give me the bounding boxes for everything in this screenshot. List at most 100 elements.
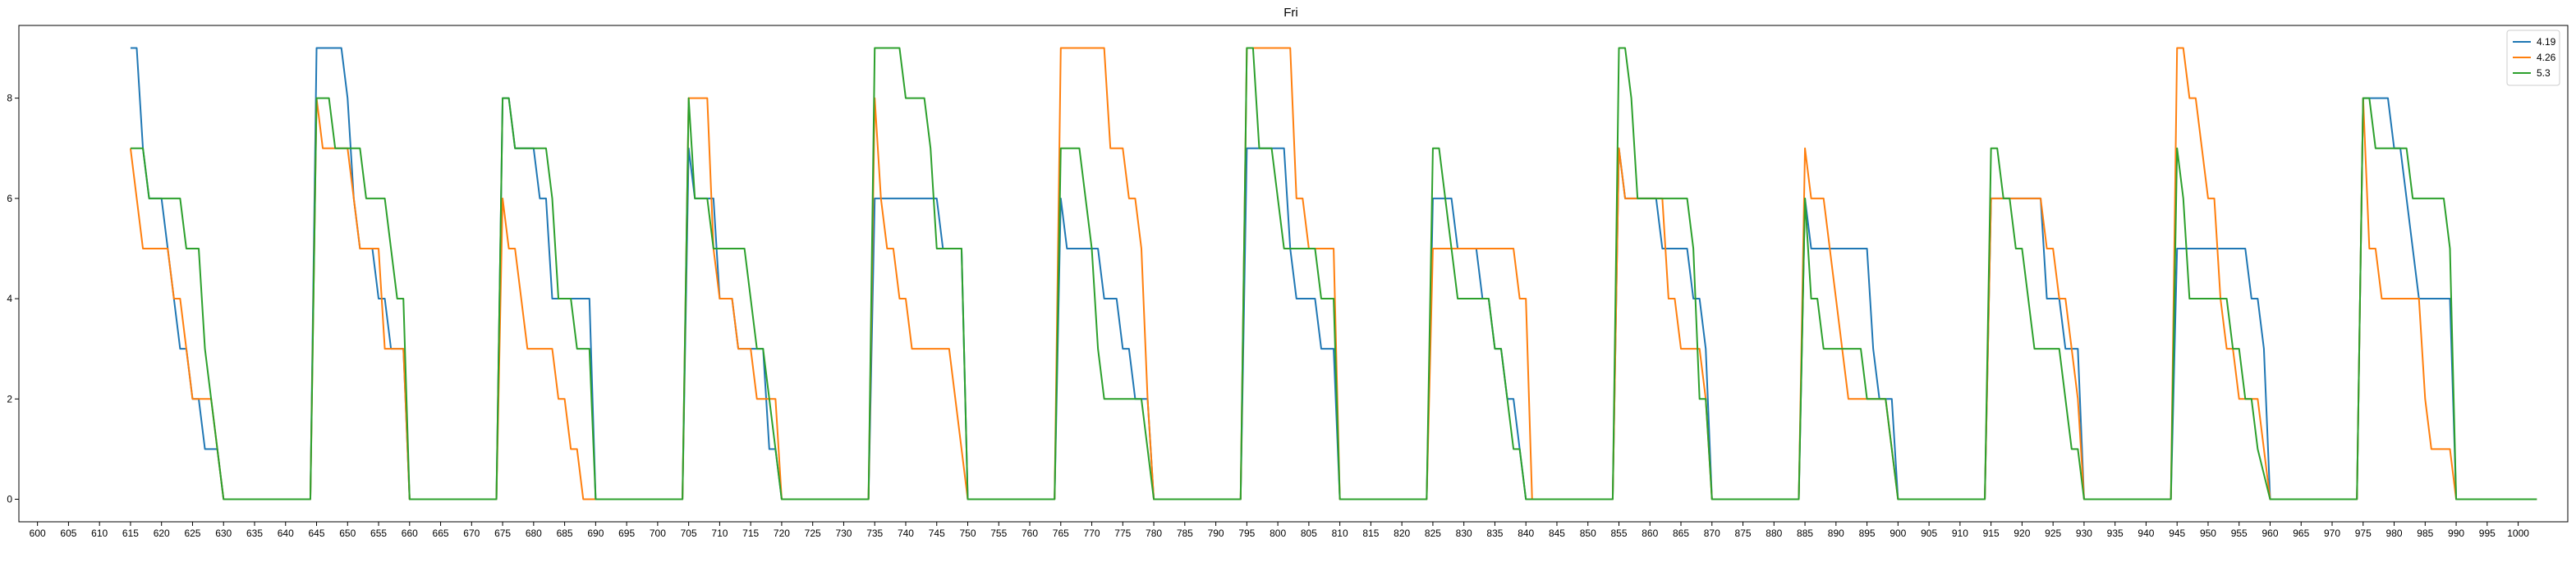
x-tick-label: 605 — [60, 528, 76, 539]
x-tick-label: 780 — [1146, 528, 1162, 539]
x-tick-label: 680 — [526, 528, 542, 539]
x-tick-label: 635 — [246, 528, 263, 539]
x-tick-label: 910 — [1952, 528, 1968, 539]
x-tick-label: 705 — [681, 528, 697, 539]
x-tick-label: 700 — [650, 528, 666, 539]
x-tick-label: 800 — [1270, 528, 1286, 539]
legend-box — [2506, 30, 2560, 86]
x-tick-label: 625 — [184, 528, 200, 539]
series-line-5.3 — [130, 47, 2537, 500]
x-tick-label: 695 — [618, 528, 635, 539]
x-tick-label: 1000 — [2507, 528, 2529, 539]
x-tick-label: 855 — [1610, 528, 1627, 539]
x-tick-label: 975 — [2355, 528, 2372, 539]
x-tick-label: 860 — [1642, 528, 1658, 539]
y-tick-label: 4 — [7, 293, 12, 304]
x-tick-label: 925 — [2045, 528, 2061, 539]
x-tick-label: 710 — [711, 528, 728, 539]
x-tick-label: 610 — [91, 528, 108, 539]
x-tick-label: 955 — [2231, 528, 2248, 539]
x-tick-label: 990 — [2448, 528, 2464, 539]
x-tick-label: 715 — [742, 528, 759, 539]
x-tick-label: 830 — [1456, 528, 1472, 539]
x-tick-label: 730 — [835, 528, 852, 539]
x-tick-label: 960 — [2261, 528, 2278, 539]
x-tick-label: 660 — [402, 528, 418, 539]
x-tick-label: 915 — [1983, 528, 2000, 539]
y-tick-label: 8 — [7, 93, 12, 104]
axis-layer: 600 605 610 615 620 625 630 635 640 645 650 655 660 6… — [7, 25, 2569, 539]
x-tick-label: 720 — [774, 528, 790, 539]
x-tick-label: 600 — [30, 528, 46, 539]
y-tick-label: 6 — [7, 193, 12, 204]
x-tick-label: 640 — [278, 528, 294, 539]
x-tick-label: 650 — [339, 528, 356, 539]
x-tick-label: 745 — [929, 528, 945, 539]
legend-label-5.3: 5.3 — [2537, 67, 2551, 79]
x-tick-label: 865 — [1673, 528, 1689, 539]
x-tick-label: 805 — [1301, 528, 1317, 539]
x-tick-label: 875 — [1735, 528, 1752, 539]
x-tick-label: 820 — [1394, 528, 1410, 539]
x-tick-label: 785 — [1177, 528, 1193, 539]
x-tick-label: 630 — [215, 528, 232, 539]
x-tick-label: 825 — [1425, 528, 1441, 539]
x-tick-label: 880 — [1766, 528, 1782, 539]
x-tick-label: 770 — [1084, 528, 1100, 539]
series-layer — [129, 47, 2537, 500]
x-tick-label: 965 — [2293, 528, 2309, 539]
x-tick-label: 810 — [1332, 528, 1348, 539]
x-tick-label: 795 — [1238, 528, 1255, 539]
x-tick-label: 995 — [2479, 528, 2496, 539]
x-tick-label: 930 — [2076, 528, 2092, 539]
x-tick-label: 940 — [2137, 528, 2154, 539]
plot-frame — [18, 25, 2569, 523]
x-tick-label: 850 — [1580, 528, 1596, 539]
x-tick-label: 665 — [433, 528, 449, 539]
x-tick-label: 870 — [1704, 528, 1720, 539]
x-tick-label: 970 — [2324, 528, 2340, 539]
x-tick-label: 775 — [1114, 528, 1131, 539]
x-tick-label: 840 — [1518, 528, 1534, 539]
x-tick-label: 620 — [154, 528, 170, 539]
x-tick-label: 750 — [959, 528, 976, 539]
x-tick-label: 900 — [1890, 528, 1906, 539]
legend-label-4.26: 4.26 — [2537, 52, 2556, 63]
x-tick-label: 945 — [2169, 528, 2185, 539]
x-tick-label: 685 — [557, 528, 573, 539]
x-tick-label: 950 — [2200, 528, 2216, 539]
x-tick-label: 895 — [1859, 528, 1876, 539]
y-tick-label: 0 — [7, 494, 12, 505]
x-tick-label: 735 — [866, 528, 883, 539]
x-tick-label: 765 — [1053, 528, 1069, 539]
x-tick-label: 615 — [122, 528, 139, 539]
x-tick-label: 835 — [1486, 528, 1503, 539]
x-tick-label: 670 — [463, 528, 480, 539]
x-tick-label: 655 — [370, 528, 387, 539]
legend-label-4.19: 4.19 — [2537, 36, 2556, 48]
x-tick-label: 885 — [1797, 528, 1813, 539]
x-tick-label: 980 — [2386, 528, 2403, 539]
x-tick-label: 755 — [990, 528, 1007, 539]
x-tick-label: 985 — [2417, 528, 2433, 539]
x-tick-label: 935 — [2107, 528, 2124, 539]
x-tick-label: 920 — [2014, 528, 2030, 539]
y-tick-label: 2 — [7, 393, 12, 404]
x-tick-label: 845 — [1549, 528, 1565, 539]
x-tick-label: 905 — [1921, 528, 1937, 539]
x-tick-label: 790 — [1208, 528, 1224, 539]
chart-title: Fri — [1283, 6, 1298, 20]
x-tick-label: 675 — [494, 528, 511, 539]
x-tick-label: 740 — [898, 528, 914, 539]
x-tick-label: 690 — [587, 528, 604, 539]
x-tick-label: 760 — [1022, 528, 1038, 539]
series-line-4.26 — [129, 47, 2537, 500]
legend: 4.19 4.26 5.3 — [2506, 30, 2560, 86]
x-tick-label: 725 — [805, 528, 821, 539]
x-tick-label: 645 — [308, 528, 324, 539]
x-tick-label: 815 — [1362, 528, 1379, 539]
x-tick-label: 890 — [1828, 528, 1844, 539]
